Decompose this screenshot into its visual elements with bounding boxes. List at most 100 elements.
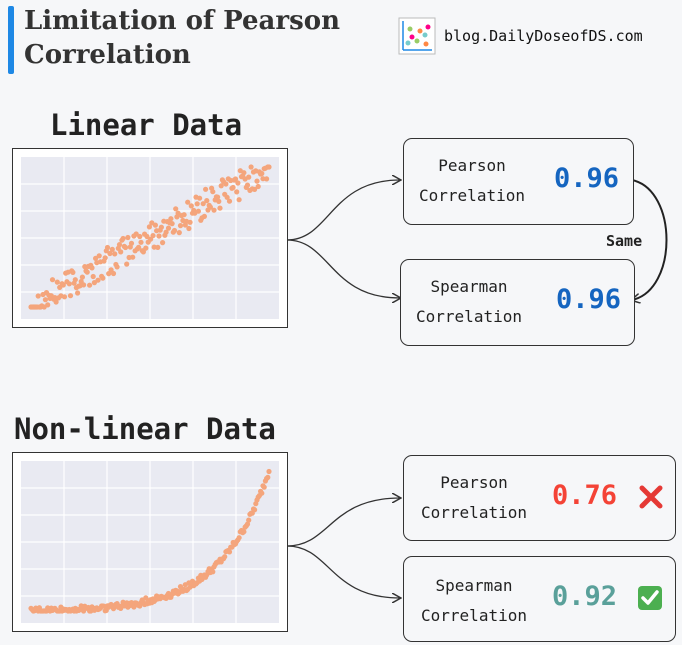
linear-spearman-label: Spearman Correlation bbox=[407, 272, 531, 332]
scatter-point bbox=[264, 176, 270, 182]
title-accent-bar bbox=[8, 6, 14, 74]
scatter-point bbox=[163, 229, 169, 235]
brand: blog.DailyDoseofDS.com bbox=[398, 16, 643, 56]
scatter-point bbox=[177, 223, 184, 229]
scatter-point bbox=[261, 484, 267, 490]
scatter-point bbox=[95, 277, 101, 283]
page-title: Limitation of Pearson Correlation bbox=[24, 6, 340, 70]
scatter-point bbox=[187, 219, 193, 225]
scatter-point bbox=[116, 242, 123, 248]
scatter-point bbox=[210, 189, 216, 195]
scatter-point bbox=[156, 233, 162, 239]
scatter-point bbox=[169, 221, 175, 227]
nonlinear-spearman-box: Spearman Correlation 0.92 bbox=[403, 556, 676, 642]
scatter-point bbox=[266, 164, 272, 170]
scatter-point bbox=[54, 279, 60, 285]
scatter-point bbox=[45, 302, 51, 308]
scatter-point bbox=[185, 199, 191, 205]
linear-section-title: Linear Data bbox=[50, 108, 243, 142]
scatter-point bbox=[89, 265, 95, 271]
scatter-point bbox=[217, 205, 223, 211]
scatter-point bbox=[176, 230, 182, 236]
scatter-point bbox=[234, 189, 240, 195]
scatter-point bbox=[222, 554, 228, 560]
scatter-point bbox=[136, 244, 142, 250]
scatter-point bbox=[246, 517, 252, 523]
scatter-point bbox=[207, 204, 213, 210]
scatter-point bbox=[61, 294, 68, 300]
scatter-point bbox=[266, 468, 272, 475]
same-double-arrow bbox=[632, 180, 668, 300]
scatter-point bbox=[138, 239, 144, 245]
linear-spearman-box: Spearman Correlation 0.96 bbox=[400, 259, 635, 346]
scatter-point bbox=[114, 264, 120, 270]
linear-pearson-box: Pearson Correlation 0.96 bbox=[403, 138, 634, 225]
scatter-point bbox=[216, 198, 222, 204]
scatter-point bbox=[254, 178, 260, 184]
label-line: Pearson bbox=[438, 156, 506, 175]
nonlinear-pearson-value: 0.76 bbox=[552, 480, 618, 511]
arrow-to-nonlinear-pearson bbox=[286, 498, 400, 547]
scatter-point bbox=[171, 227, 178, 234]
scatter-point bbox=[143, 245, 149, 251]
scatter-point bbox=[244, 182, 251, 188]
scatter-point bbox=[244, 521, 251, 527]
scatter-point bbox=[130, 254, 136, 260]
scatter-point bbox=[255, 183, 261, 190]
scatter-point bbox=[84, 269, 90, 275]
arrow-to-linear-pearson bbox=[286, 180, 400, 241]
label-line: Spearman bbox=[430, 277, 508, 296]
scatter-point bbox=[90, 273, 96, 280]
scatter-point bbox=[112, 251, 118, 257]
scatter-point bbox=[35, 293, 41, 299]
nonlinear-section-title: Non-linear Data bbox=[14, 412, 276, 446]
scatter-point bbox=[79, 274, 85, 280]
scatter-point bbox=[241, 529, 247, 535]
scatter-point bbox=[252, 186, 258, 192]
scatter-point bbox=[42, 297, 48, 303]
scatter-point bbox=[165, 225, 172, 231]
nonlinear-spearman-value: 0.92 bbox=[552, 581, 618, 612]
linear-scatter-plot bbox=[12, 148, 288, 328]
scatter-point bbox=[96, 253, 102, 259]
scatter-point bbox=[194, 201, 200, 207]
scatter-point bbox=[102, 255, 108, 261]
scatter-point bbox=[210, 569, 216, 575]
scatter-point bbox=[72, 277, 78, 283]
scatter-point bbox=[215, 194, 221, 200]
scatter-plot-logo-icon bbox=[398, 17, 436, 55]
scatter-point bbox=[60, 282, 66, 288]
scatter-point bbox=[100, 275, 106, 281]
scatter-point bbox=[204, 198, 210, 204]
scatter-point bbox=[122, 244, 129, 251]
arrow-to-linear-spearman bbox=[286, 239, 400, 298]
nonlinear-pearson-box: Pearson Correlation 0.76 bbox=[403, 455, 676, 541]
label-line: Correlation bbox=[419, 186, 525, 205]
scatter-point bbox=[128, 240, 135, 246]
scatter-point bbox=[49, 277, 56, 283]
scatter-point bbox=[200, 201, 206, 207]
scatter-point bbox=[120, 235, 126, 242]
scatter-point bbox=[158, 224, 164, 230]
scatter-point bbox=[124, 261, 130, 267]
scatter-point bbox=[188, 203, 194, 209]
linear-pearson-label: Pearson Correlation bbox=[412, 151, 532, 211]
arrow-to-nonlinear-spearman bbox=[286, 545, 400, 598]
linear-spearman-value: 0.96 bbox=[556, 284, 622, 315]
scatter-point bbox=[201, 213, 207, 219]
scatter-point bbox=[211, 207, 217, 213]
nonlinear-spearman-label: Spearman Correlation bbox=[412, 571, 536, 631]
scatter-point bbox=[235, 180, 241, 186]
scatter-point bbox=[241, 170, 247, 176]
scatter-point bbox=[53, 299, 59, 305]
same-label: Same bbox=[606, 232, 643, 250]
scatter-point bbox=[236, 197, 242, 203]
scatter-point bbox=[252, 507, 258, 513]
scatter-point bbox=[248, 164, 254, 170]
scatter-point bbox=[218, 183, 224, 189]
scatter-point bbox=[197, 195, 203, 201]
scatter-point bbox=[236, 535, 242, 541]
scatter-point bbox=[186, 225, 192, 232]
scatter-point bbox=[168, 216, 174, 222]
